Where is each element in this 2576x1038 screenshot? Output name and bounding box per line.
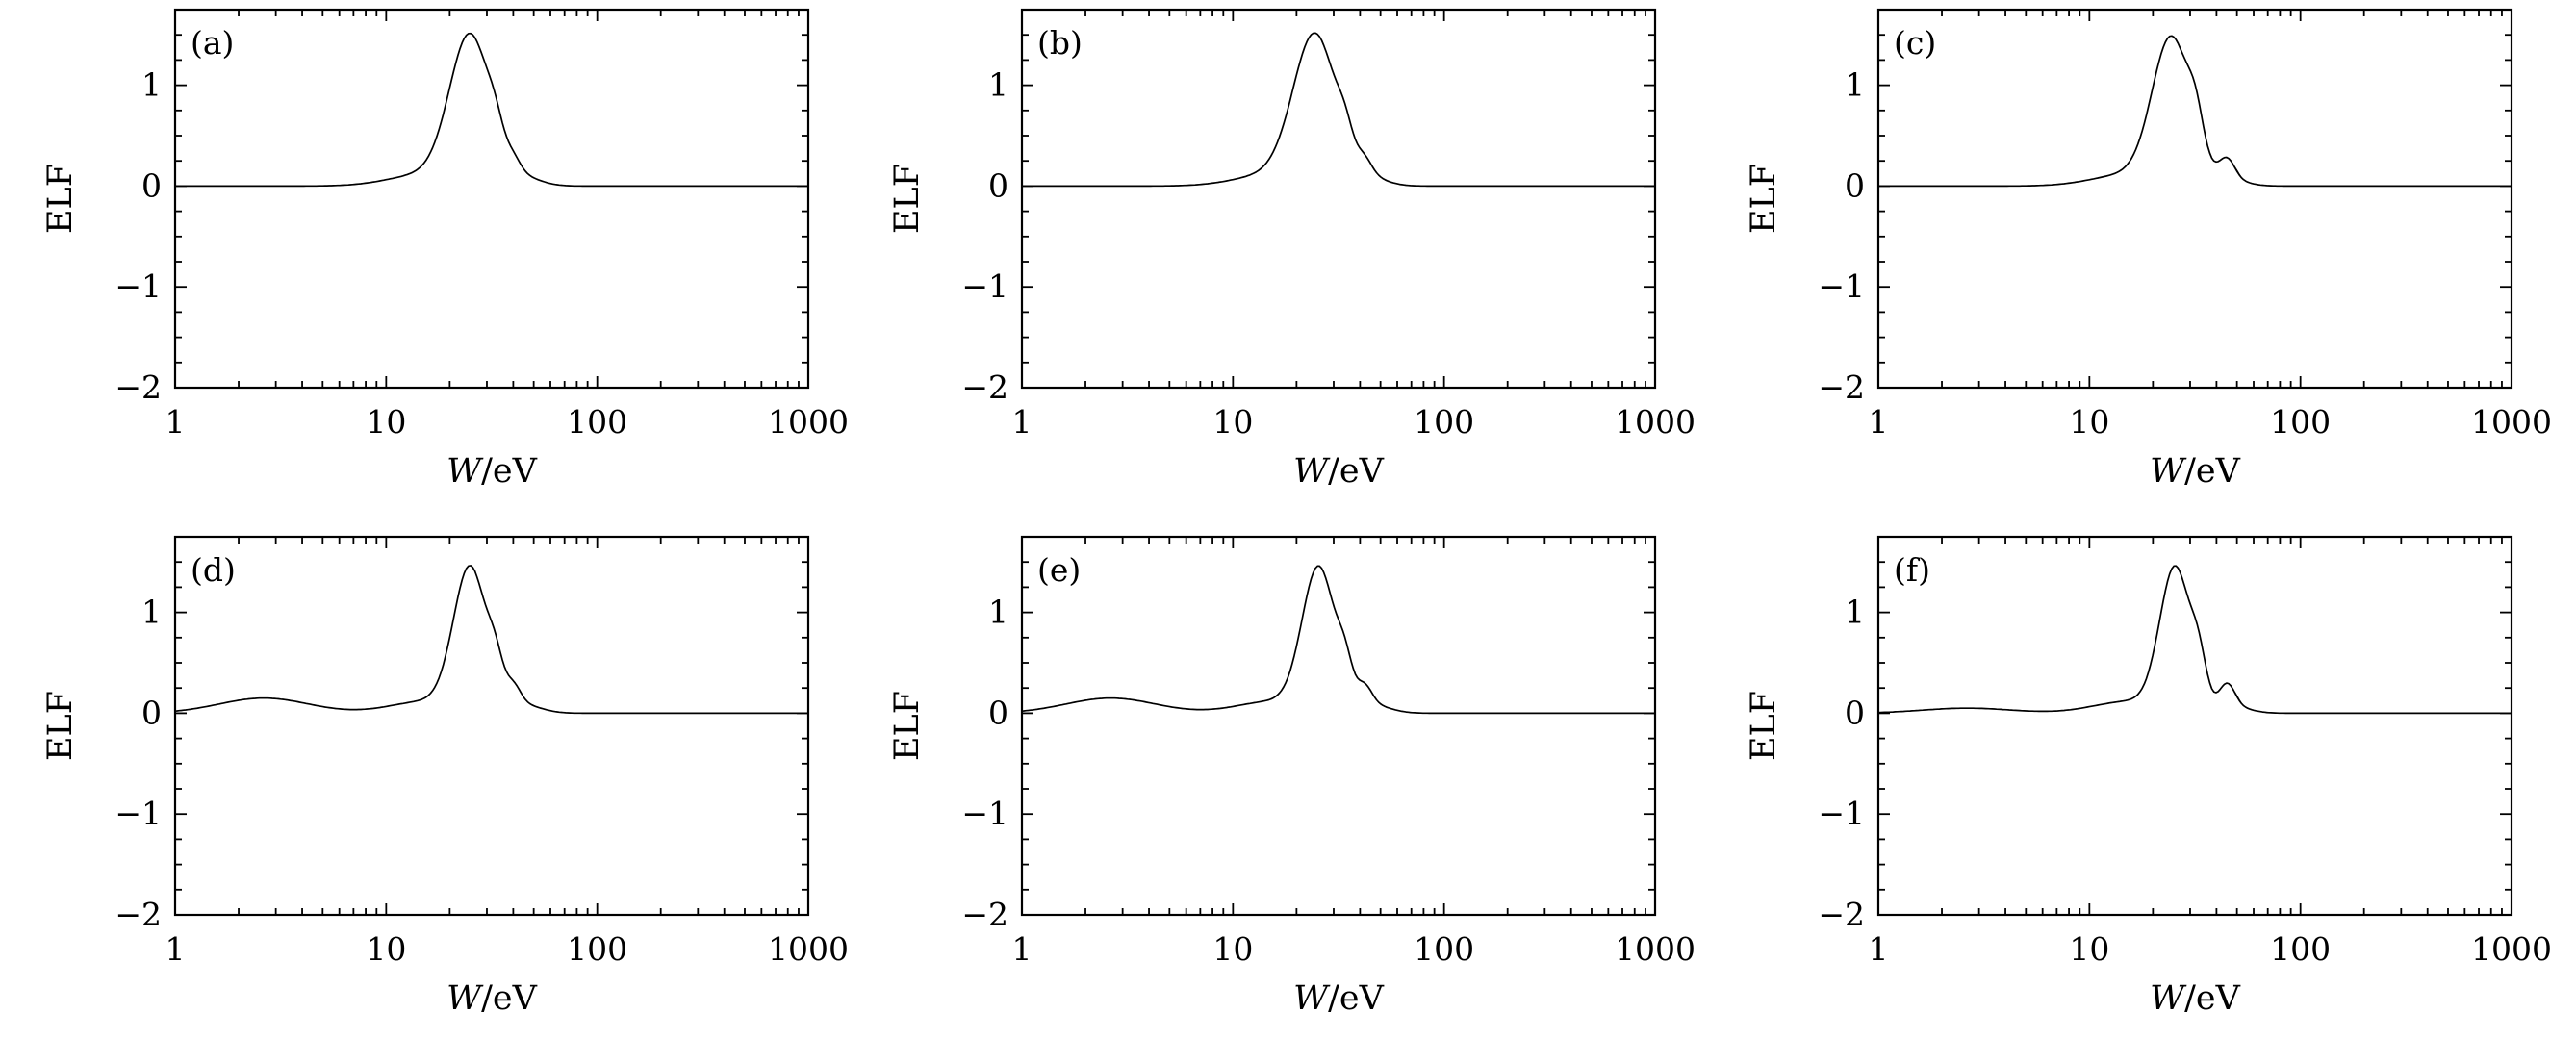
y-tick-label: 0 — [1845, 694, 1865, 731]
y-tick-label: 1 — [988, 594, 1008, 631]
series-group — [175, 565, 808, 915]
series-line — [1022, 32, 1655, 388]
panel-d: 1 10 100 1000 −2 −1 0 1 W/eV ELF (d) — [41, 535, 849, 1018]
x-tick-label: 10 — [366, 930, 406, 968]
plot-frame — [173, 535, 810, 917]
panel-label: (f) — [1894, 551, 1930, 589]
y-tick-label: 0 — [1845, 166, 1865, 204]
y-tick-label: −2 — [1818, 368, 1865, 406]
panel-label: (a) — [191, 24, 234, 62]
x-tick-label: 100 — [1414, 403, 1474, 441]
x-axis-label: W/eV — [1293, 452, 1384, 491]
x-tick-label: 100 — [2270, 403, 2331, 441]
y-tick-label: 0 — [141, 166, 162, 204]
x-tick-label: 100 — [1414, 930, 1474, 968]
panel-c: 1 10 100 1000 −2 −1 0 1 W/eV ELF (c) — [1745, 8, 2552, 491]
x-axis-label: W/eV — [1293, 979, 1384, 1018]
x-tick-label: 1000 — [2471, 930, 2552, 968]
x-tick-label: 10 — [1212, 930, 1253, 968]
y-tick-label: 0 — [988, 166, 1008, 204]
x-tick-label: 1000 — [1615, 930, 1696, 968]
y-tick-label: −1 — [115, 267, 162, 305]
series-line — [1878, 565, 2512, 915]
y-tick-label: −2 — [961, 896, 1008, 933]
panel-e: 1 10 100 1000 −2 −1 0 1 W/eV ELF (e) — [888, 535, 1696, 1018]
y-tick-label: 0 — [988, 694, 1008, 731]
x-tick-label: 10 — [366, 403, 406, 441]
y-tick-label: −1 — [961, 795, 1008, 832]
y-tick-label: 1 — [1845, 66, 1865, 104]
y-tick-label: −1 — [1818, 795, 1865, 832]
x-tick-label: 1 — [1869, 930, 1889, 968]
series-line — [1878, 35, 2512, 388]
x-tick-label: 100 — [567, 930, 627, 968]
x-tick-label: 1000 — [1615, 403, 1696, 441]
series-line — [175, 565, 808, 915]
x-tick-label: 1 — [1012, 403, 1033, 441]
series-line — [1022, 565, 1655, 915]
panel-b: 1 10 100 1000 −2 −1 0 1 W/eV ELF (b) — [888, 8, 1696, 491]
panel-label: (d) — [191, 551, 236, 589]
y-axis-label: ELF — [888, 691, 927, 761]
series-group — [1022, 32, 1655, 388]
x-tick-label: 1 — [1012, 930, 1033, 968]
y-axis-label: ELF — [1745, 164, 1783, 234]
plot-frame — [1876, 535, 2513, 917]
y-axis-label: ELF — [41, 691, 80, 761]
x-axis-label: W/eV — [2150, 979, 2240, 1018]
panel-a: 1 10 100 1000 −2 −1 0 1 W/eV ELF (a) — [41, 8, 849, 491]
y-tick-label: 1 — [988, 66, 1008, 104]
y-tick-label: −2 — [961, 368, 1008, 406]
y-tick-label: −2 — [1818, 896, 1865, 933]
y-tick-label: −1 — [961, 267, 1008, 305]
series-group — [1878, 35, 2512, 388]
y-tick-label: 1 — [141, 594, 162, 631]
x-tick-label: 100 — [2270, 930, 2331, 968]
plot-frame — [1020, 535, 1657, 917]
panel-label: (c) — [1894, 24, 1936, 62]
series-group — [1022, 565, 1655, 915]
x-tick-label: 1 — [166, 930, 186, 968]
panel-label: (e) — [1037, 551, 1081, 589]
y-tick-label: 1 — [1845, 594, 1865, 631]
y-tick-label: 1 — [141, 66, 162, 104]
x-axis-label: W/eV — [446, 979, 537, 1018]
y-tick-label: −2 — [115, 896, 162, 933]
x-tick-label: 100 — [567, 403, 627, 441]
panel-label: (b) — [1037, 24, 1083, 62]
x-tick-label: 1000 — [768, 403, 849, 441]
x-tick-label: 1000 — [768, 930, 849, 968]
series-line — [175, 32, 808, 388]
plot-frame — [1020, 8, 1657, 390]
x-tick-label: 10 — [1212, 403, 1253, 441]
x-tick-label: 1000 — [2471, 403, 2552, 441]
x-tick-label: 10 — [2069, 403, 2109, 441]
plot-frame — [173, 8, 810, 390]
x-tick-label: 1 — [166, 403, 186, 441]
y-tick-label: −1 — [115, 795, 162, 832]
y-tick-label: 0 — [141, 694, 162, 731]
x-axis-label: W/eV — [446, 452, 537, 491]
y-axis-label: ELF — [888, 164, 927, 234]
panel-f: 1 10 100 1000 −2 −1 0 1 W/eV ELF (f) — [1745, 535, 2552, 1018]
series-group — [1878, 565, 2512, 915]
series-group — [175, 32, 808, 388]
y-axis-label: ELF — [1745, 691, 1783, 761]
plot-frame — [1876, 8, 2513, 390]
y-tick-label: −2 — [115, 368, 162, 406]
x-axis-label: W/eV — [2150, 452, 2240, 491]
y-tick-label: −1 — [1818, 267, 1865, 305]
y-axis-label: ELF — [41, 164, 80, 234]
x-tick-label: 1 — [1869, 403, 1889, 441]
x-tick-label: 10 — [2069, 930, 2109, 968]
